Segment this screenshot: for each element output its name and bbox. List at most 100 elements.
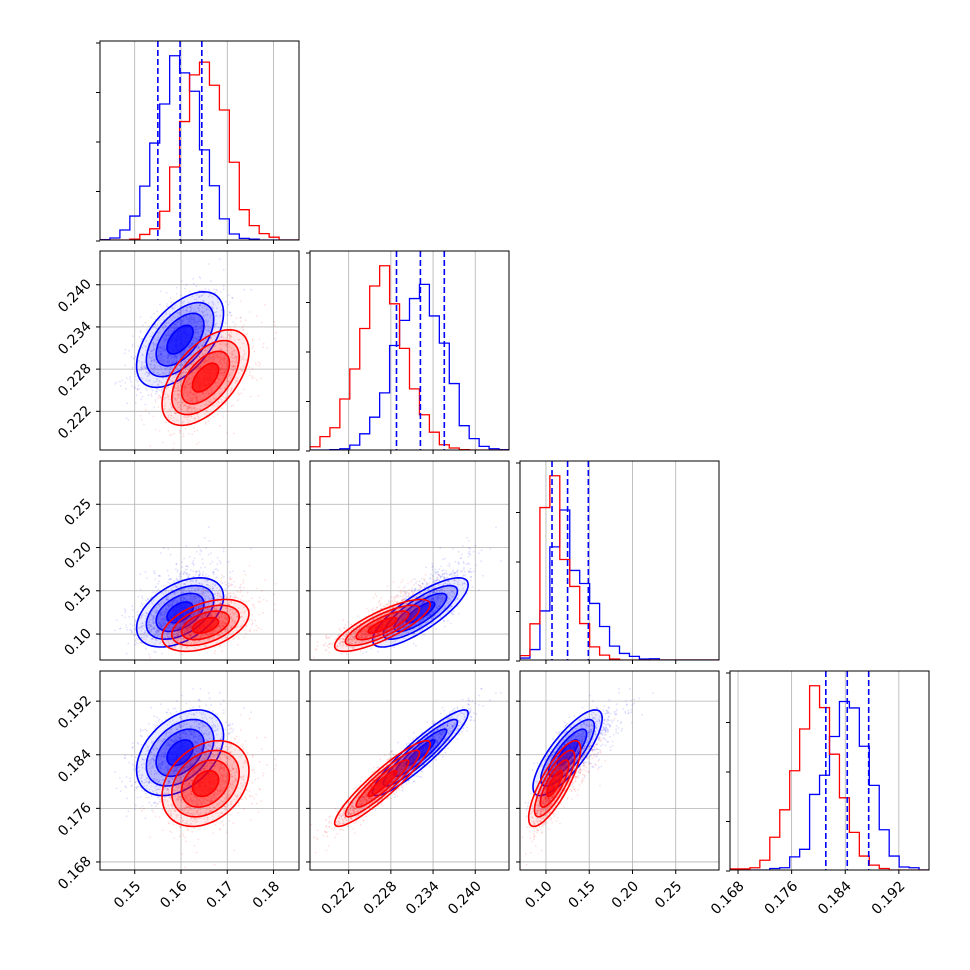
sample-point [208,631,211,634]
sample-point [231,387,233,390]
sample-point [195,337,198,340]
sample-point [176,639,179,642]
sample-point [171,308,174,311]
sample-point [167,395,170,397]
sample-point [220,372,223,375]
sample-point [202,636,205,638]
sample-point [182,352,185,354]
sample-point [154,344,157,346]
sample-point [166,569,169,572]
sample-point [208,309,211,312]
sample-point [162,377,165,379]
sample-point [153,348,155,351]
sample-point [207,394,210,397]
sample-point [176,321,179,323]
histogram-series-0 [100,55,299,240]
sample-point [207,392,210,395]
sample-point [169,553,172,556]
sample-point [223,371,226,373]
sample-point [214,382,216,385]
sample-point [227,381,230,384]
sample-point [175,626,178,629]
sample-point [205,602,208,605]
sample-point [223,355,226,358]
sample-point [184,287,186,290]
sample-point [193,407,196,409]
sample-point [154,327,157,329]
sample-point [161,356,164,358]
sample-point [150,395,153,397]
sample-point [169,357,172,360]
sample-point [206,583,208,586]
sample-point [152,619,154,622]
sample-point [195,325,198,327]
sample-point [219,393,222,395]
sample-point [202,311,205,314]
sample-point [214,584,216,587]
sample-point [161,388,163,391]
sample-point [172,361,175,363]
sample-point [213,405,216,407]
sample-point [175,360,178,363]
histogram-series-0 [310,283,509,450]
sample-point [201,344,204,347]
sample-point [214,612,216,614]
sample-point [148,620,151,623]
sample-point [201,293,204,296]
sample-point [190,635,192,637]
sample-point [153,622,155,624]
sample-point [207,329,210,332]
sample-point [227,346,230,348]
sample-point [182,573,185,576]
sample-point [190,579,192,582]
sample-point [185,385,188,388]
sample-point [197,413,200,415]
sample-point [234,361,236,364]
sample-point [207,295,210,298]
sample-point [220,597,223,599]
sample-point [159,625,162,628]
sample-point [204,599,207,602]
sample-point [148,355,151,358]
sample-point [144,321,147,324]
sample-point [172,359,175,361]
sample-point [273,593,276,596]
sample-point [214,650,217,653]
sample-point [171,603,174,606]
sample-point [251,597,253,600]
panel-2-0: 0.100.150.200.25 [61,460,300,664]
sample-point [183,351,186,353]
sample-point [183,311,185,313]
sample-point [188,345,191,347]
sample-point [227,294,230,297]
sample-point [258,338,261,340]
sample-point [149,352,152,355]
sample-point [151,349,153,352]
sample-point [212,353,215,355]
sample-point [234,364,237,367]
sample-point [255,624,258,627]
sample-point [168,372,171,375]
sample-point [157,582,160,585]
sample-point [211,632,214,635]
sample-point [205,547,208,549]
contour-series-1 [191,362,220,393]
sample-point [150,364,153,366]
sample-point [152,599,155,602]
sample-point [189,387,192,390]
sample-point [185,630,188,633]
sample-point [215,630,217,633]
sample-point [160,353,163,356]
sample-point [157,354,160,357]
sample-point [220,368,223,371]
sample-point [123,352,126,355]
sample-point [172,599,175,602]
sample-point [187,390,189,392]
sample-point [214,631,216,634]
sample-point [210,614,213,617]
sample-point [225,345,228,347]
sample-point [152,617,155,619]
sample-point [185,619,188,622]
sample-point [224,602,226,604]
sample-point [179,624,182,627]
